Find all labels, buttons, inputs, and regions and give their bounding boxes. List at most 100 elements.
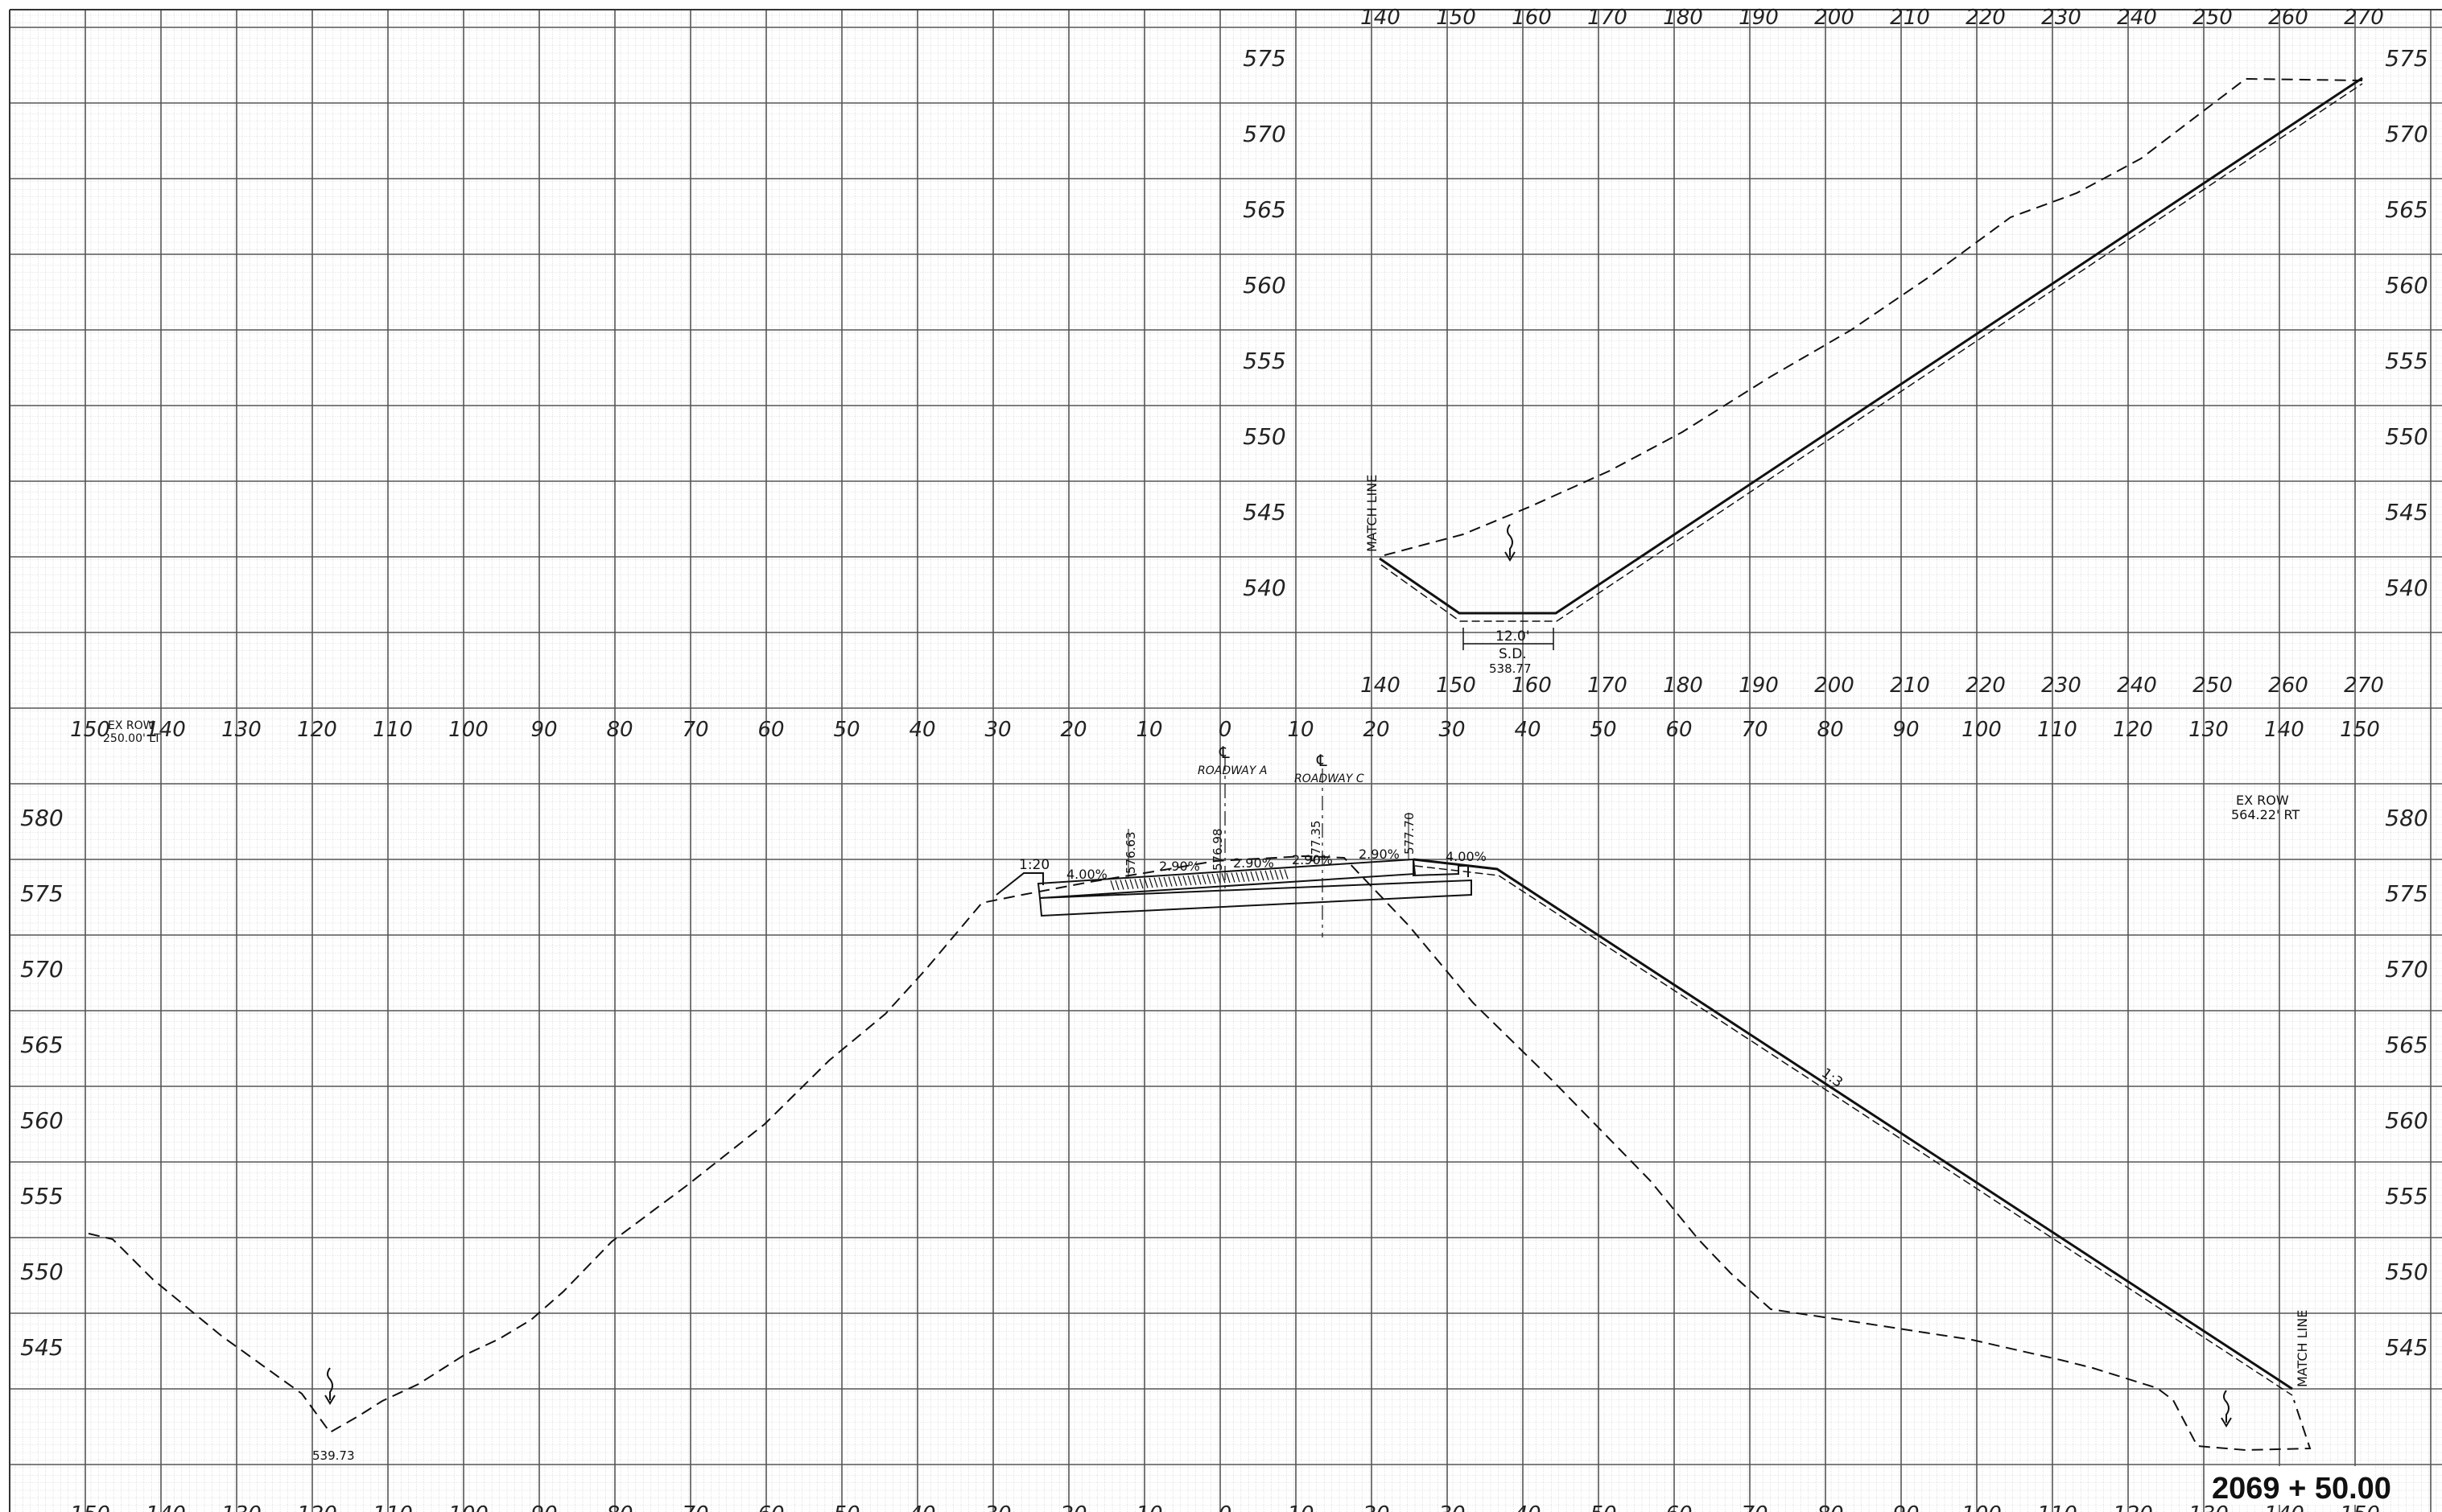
axis-label: 10: [1287, 1502, 1314, 1512]
axis-label: 80: [606, 1502, 633, 1512]
axis-label: 0: [1219, 1502, 1232, 1512]
axis-label: 90: [530, 718, 557, 742]
pavement-surface: [1037, 858, 1417, 900]
axis-label: 570: [2385, 956, 2428, 983]
axis-label: 120: [2113, 1502, 2153, 1512]
axis-label: 570: [2385, 121, 2428, 147]
axis-label: 545: [2385, 499, 2428, 525]
major-grid: [9, 10, 2442, 1512]
hatch-line: [1139, 878, 1144, 889]
ex-row-left-label: EX ROW: [108, 719, 155, 732]
top-elevation-labels-mid: 575 570 565 560 555 550 545 540: [1243, 45, 1285, 601]
hatch-line: [1245, 871, 1250, 882]
top-offset-labels: 140 150 160 170 180 190 200 210 220 230 240 250 260 2…: [1360, 6, 2384, 30]
bottom-proposed-side-slope: [1413, 858, 2293, 1390]
axis-label: 560: [2385, 272, 2428, 299]
hatch-line: [1124, 879, 1129, 890]
hatch-line: [1115, 880, 1120, 891]
elev-callout-2: 576.98: [1211, 829, 1225, 871]
axis-label: 130: [221, 718, 262, 742]
axis-label: 50: [833, 1502, 860, 1512]
axis-label: 140: [146, 1502, 186, 1512]
ex-row-left-value: 250.00' LT: [103, 732, 161, 745]
axis-label: 60: [757, 1502, 784, 1512]
axis-label: 30: [1438, 1502, 1465, 1512]
axis-label: 550: [2385, 1259, 2428, 1285]
axis-label: 240: [2117, 6, 2157, 30]
right-curb: [1413, 859, 1459, 877]
axis-label: 575: [2385, 880, 2428, 907]
axis-label: 545: [20, 1334, 63, 1361]
axis-label: 160: [1512, 6, 1552, 30]
cross-slope-4: 2.90%: [1292, 852, 1333, 867]
hatch-line: [1211, 873, 1216, 884]
elev-callout-4: 577.70: [1402, 813, 1417, 855]
centerline-c-label: ROADWAY C: [1294, 772, 1364, 785]
axis-label: 550: [2385, 423, 2428, 450]
axis-label: 250: [2192, 674, 2233, 698]
ex-row-right-value: 564.22' RT: [2231, 807, 2300, 822]
hatch-line: [1202, 874, 1207, 885]
axis-label: 70: [682, 1502, 708, 1512]
axis-label: 30: [1438, 718, 1465, 742]
ditch-elev-label: 538.77: [1489, 661, 1532, 676]
hatch-line: [1231, 872, 1235, 883]
left-flow-arrow-icon: [324, 1367, 336, 1405]
axis-label: 10: [1136, 1502, 1162, 1512]
hatch-line: [1192, 875, 1197, 885]
hatch-line: [1260, 871, 1264, 881]
bottom-left-shoulder: [996, 872, 1044, 896]
axis-label: 150: [2340, 718, 2380, 742]
axis-label: 260: [2268, 674, 2308, 698]
hatch-line: [1120, 880, 1124, 890]
low-point-label: 539.73: [312, 1448, 355, 1463]
axis-label: 565: [20, 1032, 63, 1058]
axis-label: 575: [2385, 45, 2428, 72]
axis-label: 80: [606, 718, 633, 742]
axis-label: 560: [1243, 272, 1285, 299]
hatch-line: [1173, 875, 1178, 887]
axis-label: 565: [1243, 196, 1285, 223]
centerline-a-label: ROADWAY A: [1198, 764, 1267, 777]
axis-label: 40: [1514, 718, 1541, 742]
axis-label: 60: [757, 718, 784, 742]
hatch-line: [1274, 869, 1279, 880]
axis-label: 200: [1814, 674, 1854, 698]
axis-label: 50: [1590, 718, 1616, 742]
axis-label: 180: [1663, 674, 1703, 698]
axis-label: 100: [448, 1502, 489, 1512]
axis-label: 555: [1243, 348, 1285, 374]
axis-label: 20: [1060, 718, 1087, 742]
axis-label: 70: [682, 718, 708, 742]
axis-label: 10: [1287, 718, 1314, 742]
cross-slope-6: 4.00%: [1446, 849, 1487, 864]
hatch-line: [1129, 879, 1134, 889]
axis-label: 540: [1243, 575, 1285, 601]
axis-label: 580: [2385, 805, 2428, 831]
axis-label: 220: [1966, 674, 2006, 698]
right-curb-back: [1458, 865, 1469, 877]
bottom-existing-ground: [88, 855, 2312, 1452]
hatch-line: [1216, 873, 1221, 884]
axis-label: 70: [1741, 718, 1768, 742]
axis-label: 120: [297, 718, 337, 742]
elev-callout-3: 577.35: [1309, 821, 1323, 863]
axis-label: 20: [1060, 1502, 1087, 1512]
axis-label: 60: [1665, 718, 1692, 742]
axis-label: 110: [373, 718, 413, 742]
flow-arrow-icon: [1507, 524, 1513, 557]
axis-label: 40: [1514, 1502, 1541, 1512]
axis-label: 100: [448, 718, 489, 742]
axis-label: 565: [2385, 1032, 2428, 1058]
axis-label: 90: [1892, 718, 1919, 742]
ditch-width-label: 12.0': [1495, 628, 1530, 645]
axis-label: 230: [2041, 6, 2081, 30]
axis-label: 570: [1243, 121, 1285, 147]
axis-label: 110: [2037, 718, 2077, 742]
station-label: 2069 + 50.00: [2212, 1472, 2391, 1506]
axis-label: 40: [909, 1502, 935, 1512]
axis-label: 100: [1961, 1502, 2002, 1512]
hatch-line: [1250, 871, 1255, 882]
top-section: 12.0' S.D. 538.77 MATCH LINE: [1364, 76, 2363, 676]
